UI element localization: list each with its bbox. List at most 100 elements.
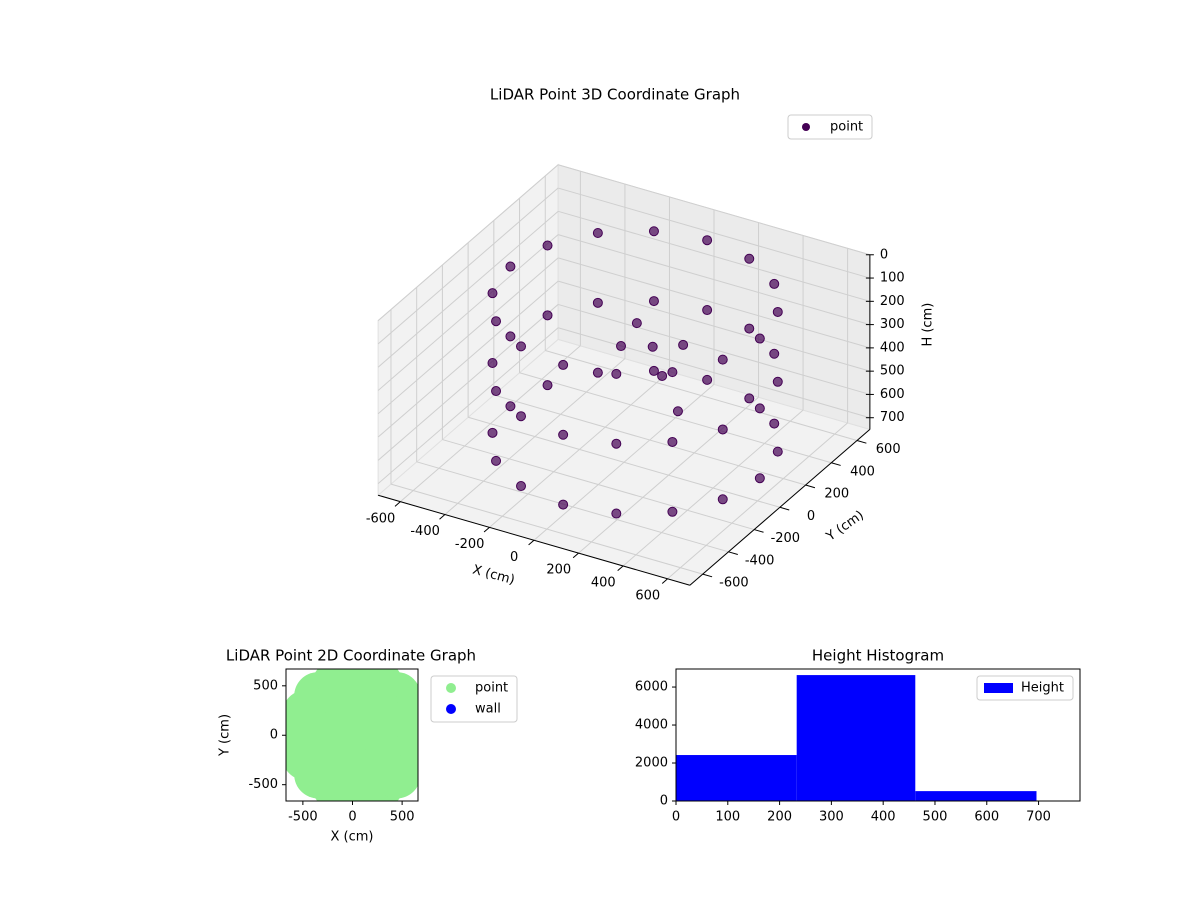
y-tick-label: -400 (745, 553, 775, 568)
tick-mark (483, 526, 490, 533)
z-tick-label: 300 (880, 317, 905, 332)
grid-line (377, 280, 559, 438)
grid-line (467, 416, 781, 508)
chart-title: Height Histogram (812, 647, 944, 665)
point (487, 427, 498, 438)
x-tick-label: 600 (974, 810, 999, 825)
point (328, 676, 377, 725)
point (491, 455, 502, 466)
x-tick-label: 200 (546, 563, 571, 578)
z-tick-label: 200 (880, 294, 905, 309)
point (717, 424, 728, 435)
point (772, 306, 783, 317)
point (328, 745, 377, 794)
tick-mark (779, 506, 790, 511)
tick-mark (728, 551, 738, 556)
grid-line (557, 280, 871, 372)
point (667, 506, 678, 517)
grid-line (416, 461, 729, 553)
grid-line (377, 304, 559, 461)
point (744, 393, 755, 404)
legend-label: wall (475, 702, 501, 717)
tick-mark (572, 552, 579, 559)
axes-frame (675, 668, 1081, 802)
x-tick-label: 0 (510, 550, 518, 565)
point (592, 228, 603, 239)
x-axis-label: X (cm) (471, 562, 516, 588)
y-axis-label: Y (cm) (218, 714, 233, 757)
legend-marker (802, 123, 810, 131)
grid-line (442, 439, 755, 531)
x-tick-label: 0 (348, 810, 356, 825)
x-tick-label: 500 (923, 810, 948, 825)
point (293, 711, 342, 760)
tick-mark (702, 573, 713, 578)
legend-label: Height (1021, 681, 1064, 696)
point (672, 406, 683, 417)
x-tick-label: 0 (672, 810, 680, 825)
tick-mark (754, 529, 764, 533)
x-tick-label: 600 (635, 588, 660, 603)
point (648, 365, 659, 376)
grid-line (390, 483, 703, 575)
tick-mark (528, 539, 535, 546)
point (516, 341, 527, 352)
y-tick-label: 2000 (635, 756, 668, 771)
x-tick-label: -400 (410, 524, 440, 539)
z-tick-label: 0 (880, 247, 888, 262)
chart-title: LiDAR Point 3D Coordinate Graph (490, 86, 740, 104)
tick-mark (661, 578, 668, 584)
bar (796, 675, 916, 801)
y-tick-label: 200 (824, 487, 849, 502)
x-tick-label: 300 (819, 810, 844, 825)
grid-line (377, 257, 559, 415)
grid-line (377, 187, 559, 345)
x-tick-label: 500 (390, 810, 415, 825)
point (647, 341, 658, 352)
point (616, 341, 627, 352)
point (702, 374, 713, 385)
point (657, 370, 668, 381)
legend-label: point (475, 681, 508, 696)
tick-mark (617, 565, 624, 572)
bar (915, 791, 1037, 801)
point (516, 411, 527, 422)
point (678, 339, 689, 350)
point (754, 403, 765, 414)
point (505, 401, 516, 412)
y-tick-label: 6000 (635, 680, 668, 695)
y-tick-label: -500 (248, 777, 278, 792)
point (754, 333, 765, 344)
grid-line (557, 327, 871, 419)
point (505, 331, 516, 342)
point (717, 354, 728, 365)
y-tick-label: 0 (270, 728, 278, 743)
y-tick-label: -600 (719, 576, 749, 591)
z-tick-label: 500 (880, 364, 905, 379)
x-tick-label: 400 (591, 576, 616, 591)
tick-mark (856, 440, 867, 444)
x-tick-label: -600 (366, 511, 396, 526)
point (667, 436, 678, 447)
point (487, 357, 498, 368)
y-tick-label: 4000 (635, 718, 668, 733)
point (611, 508, 622, 519)
legend-box (787, 114, 873, 140)
grid-line (557, 164, 871, 256)
plot-area (286, 669, 418, 801)
point (611, 438, 622, 449)
grid-line (557, 234, 871, 326)
point (516, 481, 527, 492)
grid-line (557, 187, 871, 279)
grid-line (557, 303, 871, 395)
point (769, 278, 780, 289)
point (487, 288, 498, 299)
z-tick-label: 700 (880, 410, 905, 425)
y-axis-label: Y (cm) (823, 508, 867, 545)
legend-marker (446, 704, 456, 714)
legend-box (430, 675, 518, 723)
tick-mark (439, 514, 446, 520)
tick-mark (805, 484, 816, 489)
x-tick-label: 200 (767, 810, 792, 825)
